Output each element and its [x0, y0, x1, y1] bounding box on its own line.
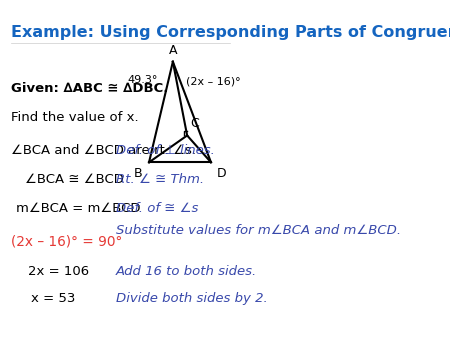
Text: 49.3°: 49.3° [127, 75, 158, 85]
Text: Def. of ⊥ lines.: Def. of ⊥ lines. [116, 144, 215, 157]
Text: (2x – 16)° = 90°: (2x – 16)° = 90° [11, 234, 122, 248]
Text: A: A [169, 44, 177, 57]
Text: Divide both sides by 2.: Divide both sides by 2. [116, 292, 267, 305]
Text: m∠BCA = m∠BCD: m∠BCA = m∠BCD [16, 202, 140, 215]
Text: Find the value of x.: Find the value of x. [11, 111, 139, 124]
Text: B: B [133, 167, 142, 180]
Text: Add 16 to both sides.: Add 16 to both sides. [116, 265, 257, 278]
Text: C: C [191, 117, 199, 130]
Text: Given: ∆ABC ≅ ∆DBC.: Given: ∆ABC ≅ ∆DBC. [11, 82, 168, 95]
Text: Example: Using Corresponding Parts of Congruent Triangles: Example: Using Corresponding Parts of Co… [11, 25, 450, 40]
Text: D: D [216, 167, 226, 180]
Text: x = 53: x = 53 [31, 292, 76, 305]
Text: Substitute values for m∠BCA and m∠BCD.: Substitute values for m∠BCA and m∠BCD. [116, 223, 401, 237]
Text: (2x – 16)°: (2x – 16)° [186, 77, 241, 87]
Text: Def. of ≅ ∠s: Def. of ≅ ∠s [116, 202, 198, 215]
Text: 2x = 106: 2x = 106 [27, 265, 89, 278]
Text: ∠BCA and ∠BCD are rt. ∠s.: ∠BCA and ∠BCD are rt. ∠s. [11, 144, 196, 157]
Text: ∠BCA ≅ ∠BCD: ∠BCA ≅ ∠BCD [25, 173, 124, 186]
Text: Rt. ∠ ≅ Thm.: Rt. ∠ ≅ Thm. [116, 173, 204, 186]
